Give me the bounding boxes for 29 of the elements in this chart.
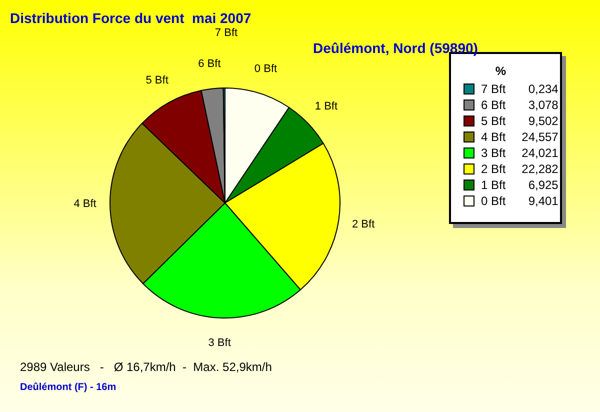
data-label: 9,401: [528, 194, 558, 208]
text: Deûlémont (F) - 16m: [20, 382, 116, 393]
category-label: 7 Bft: [214, 27, 238, 40]
data-label: 0,234: [528, 82, 558, 96]
legend-label: 4 Bft: [481, 130, 506, 144]
data-label: 24,557: [522, 130, 558, 144]
slice-label: 5 Bft: [146, 74, 168, 87]
text: 2989 Valeurs - Ø 16,7km/h - Max. 52,9km/h: [20, 360, 272, 374]
legend-label: 0 Bft: [481, 194, 506, 208]
legend-title: %: [495, 64, 506, 78]
legend-label: 5 Bft: [481, 114, 506, 128]
data-label: 9,502: [528, 114, 558, 128]
data-label: 3,078: [528, 98, 558, 112]
slice-label: 0 Bft: [254, 63, 278, 76]
slice-label: 1 Bft: [314, 100, 338, 112]
legend-label: 2 Bft: [481, 162, 506, 176]
slice-label: 2 Bft: [352, 218, 375, 231]
legend-label: 1 Bft: [481, 178, 506, 192]
slice-label: 3 Bft: [208, 336, 231, 349]
slice-label: 6 Bft: [198, 58, 221, 70]
chart-subtitle: Deûlémont, Nord (59890): [313, 40, 478, 56]
legend-label: 6 Bft: [481, 98, 506, 112]
chart-title: Distribution Force du vent mai 2007: [10, 10, 252, 26]
slice-label: 4 Bft: [74, 198, 96, 210]
data-label: 24,021: [522, 146, 558, 160]
data-label: 6,925: [528, 178, 558, 192]
data-label: 22,282: [522, 162, 558, 176]
legend-label: 7 Bft: [481, 82, 506, 96]
legend-label: 3 Bft: [481, 146, 506, 160]
